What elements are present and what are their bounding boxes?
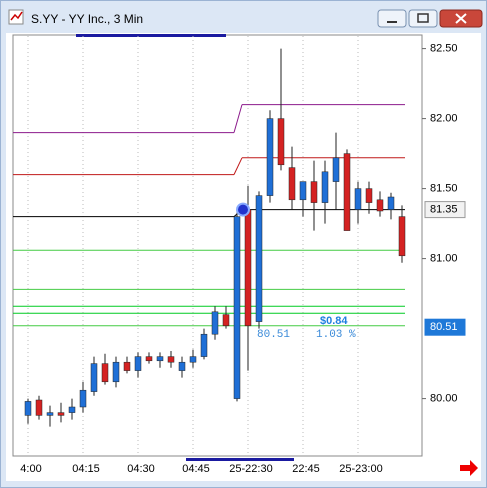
- candle-body: [376, 199, 384, 212]
- candle-body: [288, 167, 296, 201]
- entry-marker: [236, 202, 250, 217]
- plot-frame: [12, 34, 423, 457]
- candle-body: [387, 196, 395, 210]
- candle-body: [156, 356, 164, 362]
- candle-body: [112, 361, 120, 383]
- candle-body: [299, 181, 307, 201]
- candle-body: [90, 363, 98, 392]
- candle-body: [35, 399, 43, 416]
- candle-body: [277, 118, 285, 166]
- candle-body: [365, 188, 373, 203]
- candle-body: [310, 181, 318, 203]
- chart: 80.00 81.00 81.50 82.00 82.50 4:00 04:15 04:30 0…: [6, 33, 481, 481]
- candle-body: [266, 118, 274, 196]
- candle-body: [123, 361, 131, 371]
- x-tick-label: 4:00: [20, 463, 41, 475]
- x-tick-label: 25-22:30: [229, 463, 272, 475]
- maximize-button[interactable]: [408, 9, 438, 28]
- candle-body: [79, 389, 87, 408]
- y-tick-label: 81.00: [430, 253, 458, 265]
- price-tag-label: 80.51: [430, 321, 458, 333]
- window-title: S.YY - YY Inc., 3 Min: [31, 12, 144, 26]
- x-tick-label: 22:45: [292, 463, 320, 475]
- scroll-indicator: [186, 458, 294, 461]
- candle-body: [343, 153, 351, 231]
- candle-body: [167, 356, 175, 363]
- y-tick-label: 80.00: [430, 393, 458, 405]
- candle-body: [321, 171, 329, 203]
- price-tag: [424, 201, 466, 219]
- y-tick-label: 82.50: [430, 43, 458, 55]
- candle-body: [332, 157, 340, 182]
- x-tick-label: 04:30: [127, 463, 155, 475]
- candle-body: [57, 412, 65, 416]
- candle-body: [189, 356, 197, 363]
- x-tick-label: 04:15: [72, 463, 100, 475]
- candle-body: [101, 363, 109, 383]
- y-tick-label: 82.00: [430, 113, 458, 125]
- candle-body: [200, 333, 208, 357]
- candle-body: [354, 188, 362, 210]
- candle-body: [178, 361, 186, 371]
- candle-body: [244, 209, 252, 327]
- level-line: [233, 157, 243, 175]
- candle-body: [233, 216, 241, 399]
- scroll-indicator: [76, 34, 226, 37]
- price-tag: [424, 318, 466, 336]
- candle-body: [145, 356, 153, 362]
- candle-body: [398, 216, 406, 257]
- window-controls: [377, 9, 483, 28]
- y-tick-label: 81.50: [430, 183, 458, 195]
- candle-body: [68, 406, 76, 413]
- candle-body: [255, 195, 263, 322]
- level-line: [233, 104, 243, 133]
- app-icon: [8, 9, 24, 25]
- candle-body: [211, 311, 219, 335]
- candle-body: [46, 412, 54, 416]
- annotation: 80.51: [257, 329, 290, 341]
- annotation: 1.03 %: [316, 329, 356, 341]
- minimize-button[interactable]: [377, 9, 407, 28]
- x-tick-label: 25-23:00: [339, 463, 382, 475]
- annotation: $0.84: [320, 315, 348, 327]
- candle-body: [134, 356, 142, 371]
- price-tag-label: 81.35: [430, 204, 458, 216]
- candle-body: [222, 314, 230, 327]
- scroll-arrow[interactable]: [460, 460, 478, 476]
- x-tick-label: 04:45: [182, 463, 210, 475]
- candle-body: [24, 401, 32, 416]
